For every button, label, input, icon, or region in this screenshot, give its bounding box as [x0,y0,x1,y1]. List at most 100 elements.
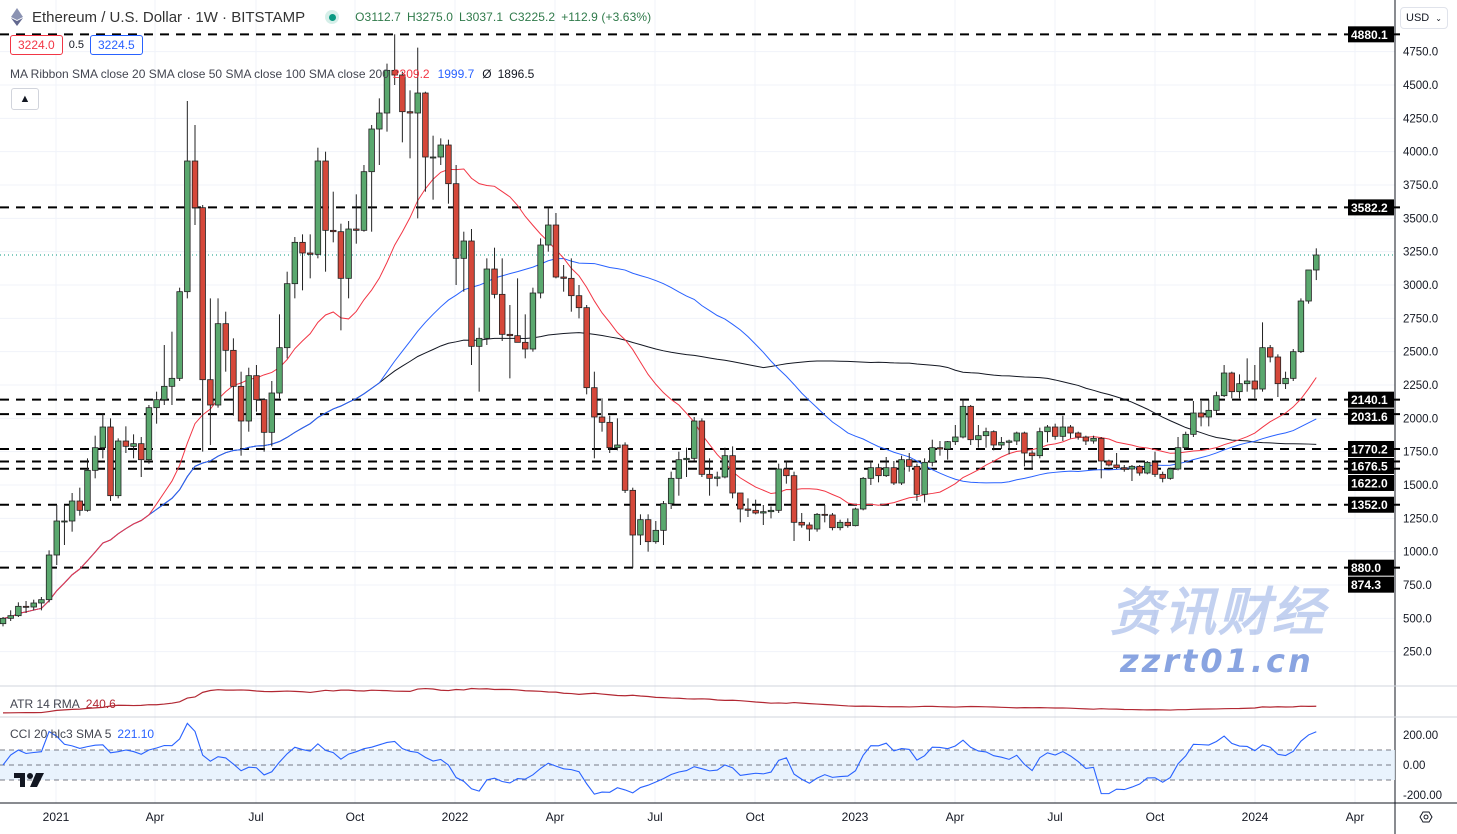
sma50-value: 1999.7 [437,67,475,81]
candle-up [982,431,990,437]
low-value: L3037.1 [459,10,504,24]
candle-down [591,387,598,418]
candle-down [353,228,360,231]
candle-up [1013,432,1020,442]
candle-down [1251,380,1259,390]
candle-up [1059,426,1067,437]
candle-up [115,440,122,497]
atr-line [2,687,1317,714]
candle-up [1305,269,1312,302]
candle-up [1205,409,1212,418]
candle-up [245,375,252,422]
level-label-bg [1348,457,1394,474]
candle-down [207,379,214,406]
sell-button[interactable]: 3224.0 [10,35,63,55]
y-tick-label: 1000.0 [1403,547,1438,559]
collapse-legend-button[interactable]: ▲ [11,88,39,110]
candle-down [1075,432,1082,438]
cci-line [2,722,1317,795]
ma-ribbon-legend[interactable]: MA Ribbon SMA close 20 SMA close 50 SMA … [10,67,534,81]
x-tick-label: 2023 [842,810,869,824]
y-tick-label: 3500.0 [1403,213,1438,225]
candle-up [1005,440,1013,443]
candle-up [545,224,552,246]
logo-part [14,773,25,787]
candle-down [253,375,260,401]
candle-up [68,500,76,522]
candle-down [406,111,414,114]
sma200-value: 1896.5 [497,67,535,81]
sma50-line [2,257,1317,619]
candle-down [422,92,429,158]
candle-up [460,240,467,259]
atr-legend[interactable]: ATR 14 RMA 240.6 [10,697,116,711]
candle-up [859,477,867,510]
candle-up [1190,412,1197,435]
candle-up [0,617,7,625]
chevron-up-icon: ▲ [19,93,31,105]
candle-up [145,407,153,461]
candle-up [1167,468,1174,479]
chart-header: Ethereum / U.S. Dollar · 1W · BITSTAMP O… [10,8,657,26]
candle-down [890,467,898,484]
level-label: 2140.1 [1351,393,1388,407]
candle-up [813,513,821,530]
y-tick-label: 3750.0 [1403,180,1438,192]
candle-up [637,519,644,536]
candle-down [76,500,83,511]
candle-up [368,128,375,173]
candle-up [683,457,690,461]
atr-label: ATR 14 RMA [10,697,80,711]
candle-up [952,436,959,443]
gear-icon[interactable] [1419,811,1433,823]
tradingview-logo [14,773,44,787]
currency-select[interactable]: USD ⌄ [1400,7,1448,29]
x-tick-label: Jul [248,810,263,824]
candle-up [1174,447,1182,470]
candle-up [291,241,299,285]
candle-up [15,605,22,617]
candle-up [775,468,782,511]
candle-up [975,435,982,441]
logo-part [30,773,44,787]
candle-down [875,467,882,477]
candle-down [506,333,514,337]
candle-up [483,268,491,339]
candle-down [22,605,30,608]
candle-up [1090,437,1097,442]
candle-up [475,337,483,347]
candle-down [230,349,237,387]
candle-up [1236,383,1243,393]
cci-legend[interactable]: CCI 20 hlc3 SMA 5 221.10 [10,727,154,741]
candle-up [1144,461,1151,474]
market-status-icon[interactable] [325,10,340,24]
candle-up [1182,433,1189,449]
candle-down [644,519,652,543]
candle-up [675,459,683,479]
candle-up [1220,372,1228,397]
candle-up [721,455,729,478]
candle-down [468,240,475,347]
buy-button[interactable]: 3224.5 [90,35,143,55]
candle-up [836,521,844,529]
y-tick-label: 2500.0 [1403,347,1438,359]
candle-up [99,426,107,449]
x-tick-label: Oct [746,810,765,824]
candle-up [61,520,68,523]
candle-up [153,399,160,409]
candle-up [898,459,905,484]
candle-down [1098,437,1105,462]
candle-up [268,392,275,433]
candle-down [552,224,560,278]
candle-down [560,276,567,279]
cci-value: 221.10 [117,727,155,741]
candle-down [222,323,229,351]
level-label-bg [1348,496,1394,513]
symbol-title[interactable]: Ethereum / U.S. Dollar · 1W · BITSTAMP [32,8,306,26]
candle-down [1159,473,1166,479]
candle-down [1267,347,1274,358]
candle-up [414,92,421,114]
candle-down [337,231,345,279]
main-pane [0,33,1395,627]
